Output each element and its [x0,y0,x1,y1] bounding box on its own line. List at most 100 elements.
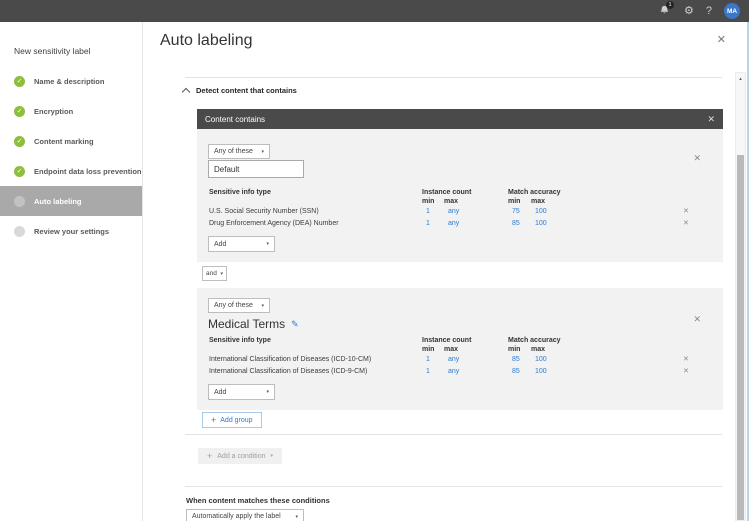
operator-value: Any of these [214,148,253,155]
collapse-chevron-icon [181,87,191,97]
sidebar-item-endpoint-dlp[interactable]: ✓ Endpoint data loss prevention [0,156,142,186]
group1-remove-icon[interactable]: ✕ [693,153,701,163]
scroll-up-icon[interactable]: ▴ [739,76,742,82]
page-title: Auto labeling [160,32,253,49]
apply-label-value: Automatically apply the label [192,513,281,520]
main-panel: Auto labeling ✕ Detect content that cont… [143,22,749,521]
col-header-max: max [531,198,546,205]
chevron-down-icon: ▾ [266,241,269,247]
col-header-match-accuracy: Match accuracy [508,189,561,196]
instance-max-link[interactable]: any [448,356,460,363]
plus-icon: + [211,415,217,425]
accuracy-min-link[interactable]: 75 [512,208,520,215]
instance-max-link[interactable]: any [448,220,460,227]
group1-add-dropdown[interactable]: Add ▾ [208,236,275,252]
topbar: 1 ⚙ ? MA [0,0,749,22]
step-complete-icon: ✓ [14,75,25,87]
condition-panel-medical-terms: Any of these ▾ ✕ Medical Terms ✎ Sensiti… [197,288,723,410]
accuracy-max-link[interactable]: 100 [535,356,547,363]
row-remove-icon[interactable]: ✕ [683,220,689,227]
sidebar-item-label: Auto labeling [34,196,82,206]
sit-row-type: Drug Enforcement Agency (DEA) Number [209,220,339,227]
sidebar-item-auto-labeling[interactable]: Auto labeling [0,186,142,216]
col-header-min: min [508,198,521,205]
wizard-sidebar: New sensitivity label ✓ Name & descripti… [0,22,143,521]
divider [185,486,722,487]
group1-sensitive-info-table: Sensitive info type Instance count Match… [197,188,723,230]
panel-title: Content contains [205,114,266,124]
row-remove-icon[interactable]: ✕ [683,356,689,363]
sidebar-item-content-marking[interactable]: ✓ Content marking [0,126,142,156]
col-header-instance-count: Instance count [422,189,472,196]
add-group-label: Add group [220,416,253,424]
group1-name-input[interactable] [208,160,304,178]
help-icon[interactable]: ? [705,4,712,17]
avatar[interactable]: MA [724,3,740,19]
sidebar-item-encryption[interactable]: ✓ Encryption [0,96,142,126]
sidebar-item-label: Content marking [34,136,94,146]
settings-gear-icon[interactable]: ⚙ [684,4,694,17]
section-detect-content[interactable]: Detect content that contains [181,86,723,97]
operator-value: Any of these [214,302,253,309]
accuracy-max-link[interactable]: 100 [535,220,547,227]
sit-row-type: International Classification of Diseases… [209,368,368,375]
sidebar-item-label: Encryption [34,106,74,116]
edit-pencil-icon[interactable]: ✎ [291,318,299,329]
sit-row-type: International Classification of Diseases… [209,356,372,363]
close-icon[interactable]: ✕ [716,34,726,46]
col-header-min: min [508,346,521,353]
sidebar-item-review-settings[interactable]: Review your settings [0,216,142,246]
instance-min-link[interactable]: 1 [426,368,430,375]
notifications-bell-icon[interactable]: 1 [658,1,674,18]
instance-min-link[interactable]: 1 [426,356,430,363]
group1-operator-dropdown[interactable]: Any of these ▾ [208,144,270,159]
add-label: Add [214,388,227,396]
sidebar-item-label: Endpoint data loss prevention [34,166,142,176]
col-header-max: max [444,346,459,353]
add-label: Add [214,240,227,248]
group2-operator-dropdown[interactable]: Any of these ▾ [208,298,270,313]
col-header-match-accuracy: Match accuracy [508,337,561,344]
panel-close-icon[interactable]: ✕ [707,113,715,124]
instance-min-link[interactable]: 1 [426,220,430,227]
group2-body: Any of these ▾ ✕ Medical Terms ✎ Sensiti… [197,288,723,410]
vertical-scrollbar[interactable]: ▴ [735,72,746,521]
and-operator-dropdown[interactable]: and ▾ [202,266,227,281]
chevron-down-icon: ▾ [295,513,298,520]
apply-label-dropdown[interactable]: Automatically apply the label ▾ [186,509,304,521]
sidebar-item-name-description[interactable]: ✓ Name & description [0,66,142,96]
chevron-down-icon: ▾ [270,453,274,459]
scrollbar-thumb[interactable] [737,155,744,520]
col-header-min: min [422,198,435,205]
notification-badge: 1 [666,1,674,9]
col-header-min: min [422,346,435,353]
step-complete-icon: ✓ [14,135,25,147]
instance-max-link[interactable]: any [448,368,460,375]
row-remove-icon[interactable]: ✕ [683,368,689,375]
col-header-max: max [444,198,459,205]
sidebar-item-label: Name & description [34,76,105,86]
group2-sensitive-info-table: Sensitive info type Instance count Match… [197,336,723,378]
divider [185,77,722,78]
accuracy-max-link[interactable]: 100 [535,208,547,215]
group2-remove-icon[interactable]: ✕ [693,314,701,324]
wizard-title: New sensitivity label [14,46,91,56]
chevron-down-icon: ▾ [261,302,264,309]
accuracy-min-link[interactable]: 85 [512,368,520,375]
add-group-button[interactable]: + Add group [202,412,262,428]
col-header-type: Sensitive info type [209,189,271,196]
row-remove-icon[interactable]: ✕ [683,208,689,215]
chevron-down-icon: ▾ [266,389,269,395]
add-condition-label: Add a condition [217,452,266,460]
sidebar-item-label: Review your settings [34,226,110,236]
instance-min-link[interactable]: 1 [426,208,430,215]
condition-panel-content-contains: Content contains ✕ Any of these ▾ ✕ Sens… [197,109,723,262]
instance-max-link[interactable]: any [448,208,460,215]
group2-add-dropdown[interactable]: Add ▾ [208,384,275,400]
add-condition-button[interactable]: + Add a condition ▾ [198,448,283,464]
accuracy-max-link[interactable]: 100 [535,368,547,375]
col-header-type: Sensitive info type [209,337,271,344]
accuracy-min-link[interactable]: 85 [512,220,520,227]
accuracy-min-link[interactable]: 85 [512,356,520,363]
chevron-down-icon: ▾ [220,270,223,277]
